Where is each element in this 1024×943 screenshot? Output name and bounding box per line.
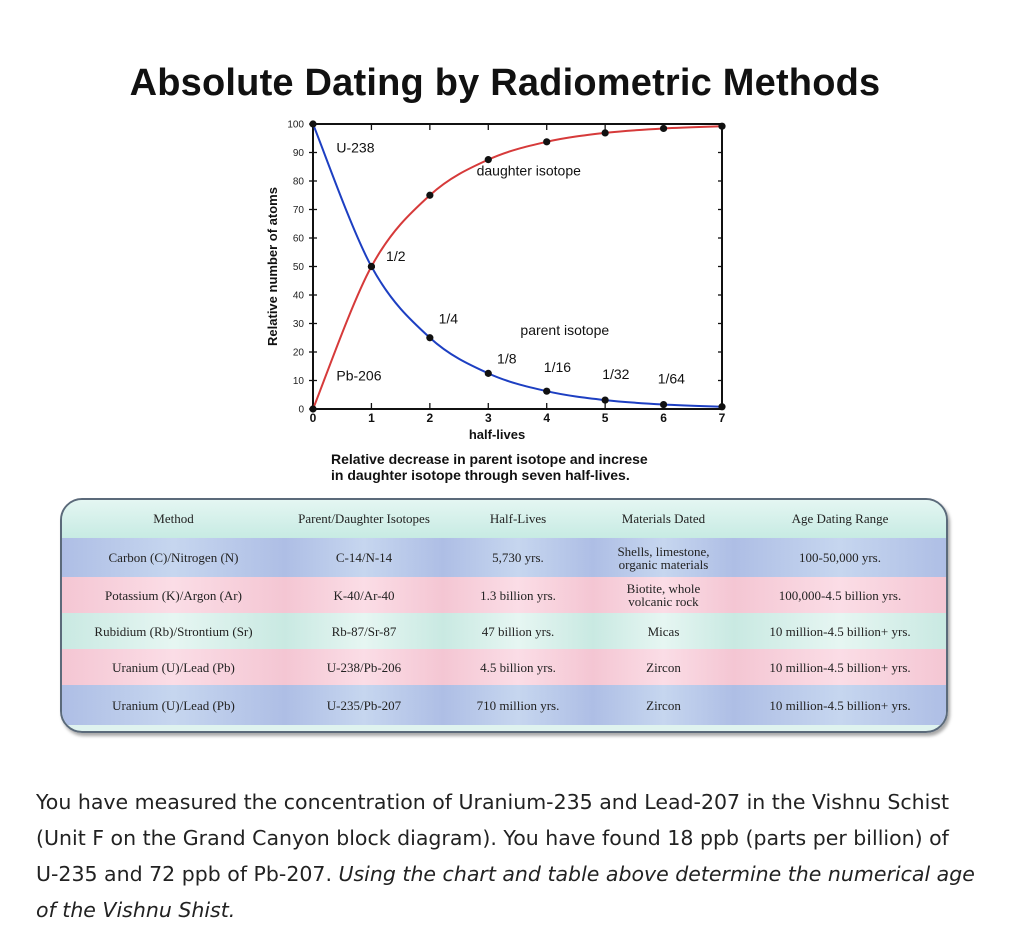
y-tick-label: 80: [293, 177, 305, 188]
data-point-daughter-isotope: [659, 124, 668, 133]
cell-half-life: 710 million yrs.: [443, 685, 593, 725]
x-tick-label: 5: [602, 411, 609, 425]
y-tick-label: 30: [293, 319, 305, 330]
data-point-daughter-isotope: [426, 191, 434, 199]
cell-materials: Zircon: [593, 649, 734, 685]
annotation-1-2: 1/2: [386, 248, 406, 264]
cell-half-life: 1.3 billion yrs.: [443, 577, 593, 613]
cell-isotopes: Rb-87/Sr-87: [285, 613, 443, 649]
annotation-u-238: U-238: [336, 140, 374, 156]
table-header-row: Method Parent/Daughter Isotopes Half-Liv…: [62, 500, 946, 538]
annotation-1-4: 1/4: [439, 311, 459, 327]
cell-method: Uranium (U)/Lead (Pb): [62, 685, 285, 725]
y-tick-label: 50: [293, 262, 305, 273]
cell-range: 100,000-4.5 billion yrs.: [734, 577, 946, 613]
data-point-parent-isotope: [309, 120, 317, 128]
x-tick-label: 7: [719, 411, 726, 425]
cell-range: 100-50,000 yrs.: [734, 538, 946, 577]
x-tick-label: 0: [310, 411, 317, 425]
data-point-parent-isotope: [659, 400, 668, 409]
cell-materials: Shells, limestone, organic materials: [593, 538, 734, 577]
cell-method: Uranium (U)/Lead (Pb): [62, 649, 285, 685]
cell-half-life: 4.5 billion yrs.: [443, 649, 593, 685]
cell-range: 10 million-4.5 billion+ yrs.: [734, 649, 946, 685]
y-tick-label: 70: [293, 205, 305, 216]
cell-materials: Zircon: [593, 685, 734, 725]
dating-methods-table: Method Parent/Daughter Isotopes Half-Liv…: [60, 498, 948, 733]
cell-method: Potassium (K)/Argon (Ar): [62, 577, 285, 613]
annotation-pb-206: Pb-206: [336, 368, 381, 384]
column-header-isotopes: Parent/Daughter Isotopes: [285, 500, 443, 538]
column-header-method: Method: [62, 500, 285, 538]
chart-caption: Relative decrease in parent isotope and …: [331, 451, 648, 483]
cell-range: 10 million-4.5 billion+ yrs.: [734, 613, 946, 649]
data-point-daughter-isotope: [367, 262, 376, 271]
x-tick-label: 3: [485, 411, 492, 425]
table-row: Uranium (U)/Lead (Pb) U-235/Pb-207 710 m…: [62, 685, 946, 725]
question-plain: You have measured the concentration of U…: [36, 790, 950, 886]
cell-materials: Micas: [593, 613, 734, 649]
annotation-parent-isotope: parent isotope: [520, 322, 609, 338]
column-header-range: Age Dating Range: [734, 500, 946, 538]
table-row: Potassium (K)/Argon (Ar) K-40/Ar-40 1.3 …: [62, 577, 946, 613]
cell-range: 10 million-4.5 billion+ yrs.: [734, 685, 946, 725]
data-point-parent-isotope: [601, 396, 609, 404]
x-tick-label: 6: [660, 411, 667, 425]
data-point-daughter-isotope: [543, 138, 551, 146]
cell-half-life: 5,730 yrs.: [443, 538, 593, 577]
data-point-parent-isotope: [484, 369, 492, 377]
cell-half-life: 47 billion yrs.: [443, 613, 593, 649]
data-point-daughter-isotope: [718, 122, 726, 130]
x-tick-label: 1: [368, 411, 375, 425]
data-point-daughter-isotope: [309, 405, 317, 413]
table-row: Carbon (C)/Nitrogen (N) C-14/N-14 5,730 …: [62, 538, 946, 577]
annotation-1-16: 1/16: [544, 359, 571, 375]
decay-chart: 0 10 20 30 40 50 60 70 80 90 100 0 1 2 3 4 5 6 7 half-lives…: [265, 120, 726, 443]
caption-line-2: in daughter isotope through seven half-l…: [331, 467, 630, 483]
data-point-parent-isotope: [426, 334, 434, 342]
cell-isotopes: K-40/Ar-40: [285, 577, 443, 613]
question-italic: Using the chart and table above determin…: [36, 862, 975, 922]
y-axis-label: Relative number of atoms: [265, 187, 280, 346]
x-axis-label: half-lives: [469, 427, 525, 442]
table-row: Uranium (U)/Lead (Pb) U-238/Pb-206 4.5 b…: [62, 649, 946, 685]
annotation-1-8: 1/8: [497, 350, 517, 366]
table-row: Rubidium (Rb)/Strontium (Sr) Rb-87/Sr-87…: [62, 613, 946, 649]
cell-isotopes: C-14/N-14: [285, 538, 443, 577]
y-tick-label: 90: [293, 148, 305, 159]
y-tick-label: 20: [293, 348, 305, 359]
cell-method: Carbon (C)/Nitrogen (N): [62, 538, 285, 577]
caption-line-1: Relative decrease in parent isotope and …: [331, 451, 648, 467]
cell-isotopes: U-235/Pb-207: [285, 685, 443, 725]
data-point-parent-isotope: [718, 403, 726, 411]
annotation-1-64: 1/64: [658, 370, 685, 386]
question-text: You have measured the concentration of U…: [36, 784, 976, 928]
y-tick-label: 10: [293, 376, 305, 387]
data-point-daughter-isotope: [484, 156, 492, 164]
data-point-daughter-isotope: [601, 129, 609, 137]
cell-isotopes: U-238/Pb-206: [285, 649, 443, 685]
column-header-materials: Materials Dated: [593, 500, 734, 538]
data-point-parent-isotope: [543, 387, 551, 395]
y-tick-label: 60: [293, 234, 305, 245]
y-tick-label: 40: [293, 291, 305, 302]
cell-method: Rubidium (Rb)/Strontium (Sr): [62, 613, 285, 649]
x-tick-label: 4: [543, 411, 550, 425]
column-header-half-lives: Half-Lives: [443, 500, 593, 538]
cell-materials: Biotite, whole volcanic rock: [593, 577, 734, 613]
y-tick-label: 100: [287, 120, 304, 131]
y-tick-label: 0: [298, 405, 304, 416]
page-title: Absolute Dating by Radiometric Methods: [129, 62, 881, 104]
x-tick-label: 2: [427, 411, 434, 425]
annotation-1-32: 1/32: [602, 366, 629, 382]
annotation-daughter-isotope: daughter isotope: [477, 162, 582, 178]
